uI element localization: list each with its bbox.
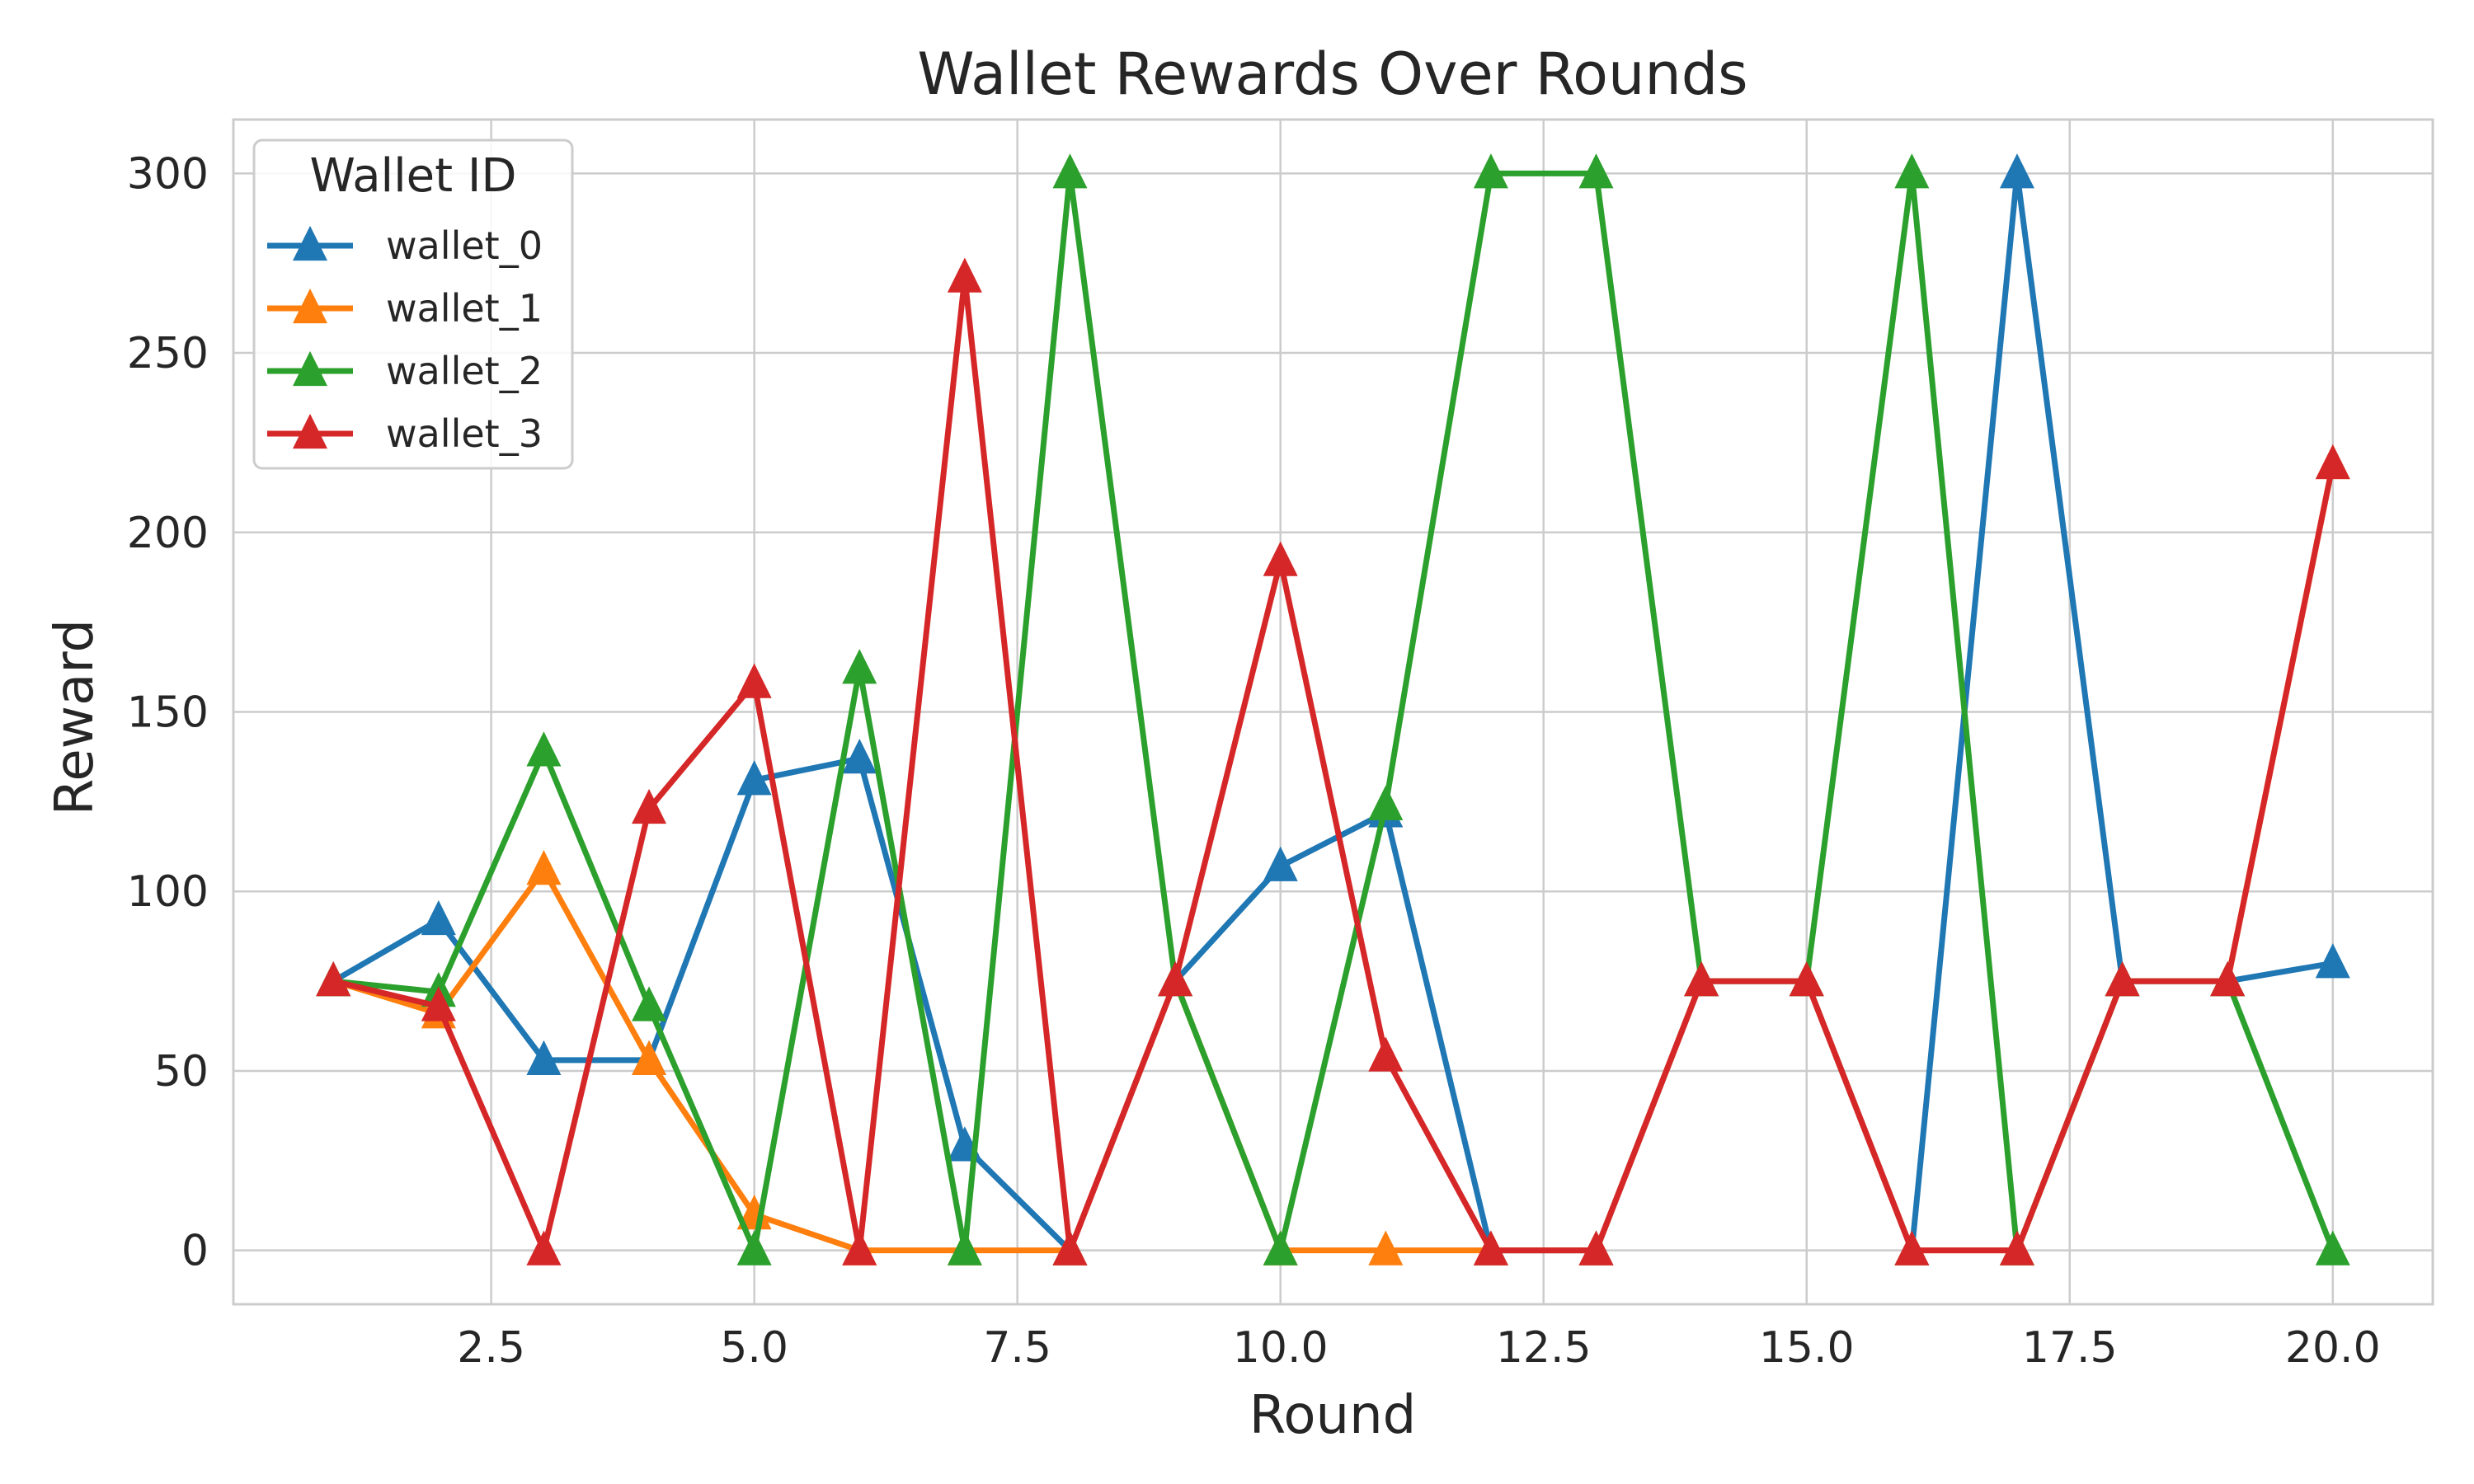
x-tick-label: 5.0 bbox=[720, 1323, 788, 1373]
y-tick-label: 300 bbox=[127, 149, 209, 199]
data-point bbox=[842, 738, 877, 774]
data-point bbox=[1894, 1230, 1930, 1266]
tick-labels: 2.5 5.0 7.5 10.0 12.5 15.0 17.5 20.0 0 50 100 150 20… bbox=[127, 149, 2381, 1373]
data-point bbox=[1263, 541, 1298, 576]
data-point bbox=[947, 257, 982, 293]
series-wallet_3 bbox=[316, 257, 2350, 1266]
data-point bbox=[1263, 846, 1298, 881]
legend-label: wallet_1 bbox=[386, 286, 543, 331]
data-point bbox=[1052, 153, 1088, 189]
y-tick-label: 0 bbox=[181, 1227, 209, 1276]
data-point bbox=[2315, 1230, 2350, 1266]
x-tick-label: 7.5 bbox=[983, 1323, 1051, 1373]
data-point bbox=[1999, 1230, 2034, 1266]
y-tick-label: 250 bbox=[127, 329, 209, 378]
data-point bbox=[1789, 960, 1824, 997]
data-point bbox=[1894, 153, 1930, 189]
legend-item: wallet_2 bbox=[267, 349, 543, 393]
data-point bbox=[736, 1194, 772, 1230]
y-tick-label: 50 bbox=[154, 1047, 209, 1097]
data-point bbox=[2210, 960, 2246, 997]
legend-marker bbox=[293, 413, 327, 449]
data-point bbox=[526, 849, 562, 885]
data-point bbox=[1473, 1230, 1508, 1266]
data-point bbox=[736, 663, 772, 698]
data-point bbox=[1578, 1230, 1614, 1266]
series-layer bbox=[316, 153, 2350, 1266]
data-point bbox=[421, 899, 456, 936]
data-point bbox=[842, 649, 877, 684]
x-axis-label: Round bbox=[1249, 1385, 1417, 1446]
data-point bbox=[526, 731, 562, 767]
y-tick-label: 200 bbox=[127, 509, 209, 558]
legend-marker bbox=[293, 225, 327, 261]
data-point bbox=[947, 1230, 982, 1266]
data-point bbox=[1368, 1036, 1404, 1072]
data-point bbox=[1999, 153, 2034, 189]
legend-marker bbox=[293, 350, 327, 387]
x-tick-label: 15.0 bbox=[1759, 1323, 1855, 1373]
data-point bbox=[632, 1040, 667, 1076]
data-point bbox=[2315, 444, 2350, 480]
chart-title: Wallet Rewards Over Rounds bbox=[917, 40, 1747, 108]
data-point bbox=[2105, 960, 2140, 997]
legend-box bbox=[252, 139, 574, 470]
data-point bbox=[526, 1230, 562, 1266]
legend-label: wallet_2 bbox=[386, 349, 543, 393]
legend-label: wallet_3 bbox=[386, 411, 543, 456]
data-point bbox=[736, 1230, 772, 1266]
data-point bbox=[1158, 960, 1193, 997]
data-point bbox=[736, 760, 772, 796]
grid bbox=[233, 120, 2433, 1304]
legend-item: wallet_0 bbox=[267, 223, 543, 268]
legend-title: Wallet ID bbox=[309, 149, 516, 203]
y-tick-label: 100 bbox=[127, 867, 209, 917]
legend-item: wallet_3 bbox=[267, 411, 543, 456]
series-line bbox=[330, 170, 2336, 1254]
x-tick-label: 12.5 bbox=[1496, 1323, 1592, 1373]
data-point bbox=[1368, 785, 1404, 820]
x-tick-label: 17.5 bbox=[2022, 1323, 2118, 1373]
y-tick-label: 150 bbox=[127, 688, 209, 738]
data-point bbox=[2315, 943, 2350, 979]
data-point bbox=[1578, 153, 1614, 189]
data-point bbox=[632, 986, 667, 1021]
legend-items: wallet_0 wallet_1 wallet_2 wallet_3 bbox=[267, 223, 543, 456]
data-point bbox=[1052, 1230, 1088, 1266]
data-point bbox=[632, 788, 667, 824]
plot-frame bbox=[232, 118, 2434, 1306]
data-point bbox=[526, 1040, 562, 1076]
data-point bbox=[1684, 960, 1719, 997]
data-point bbox=[316, 960, 351, 997]
legend-item: wallet_1 bbox=[267, 286, 543, 331]
x-tick-label: 20.0 bbox=[2285, 1323, 2381, 1373]
series-line bbox=[330, 170, 2336, 1254]
data-point bbox=[842, 1230, 877, 1266]
legend: Wallet ID wallet_0wallet_1wallet_2wallet… bbox=[252, 139, 574, 470]
data-point bbox=[421, 986, 456, 1021]
data-point bbox=[1368, 1230, 1404, 1266]
legend-label: wallet_0 bbox=[386, 223, 543, 268]
y-axis-label: Reward bbox=[45, 619, 106, 815]
x-tick-label: 2.5 bbox=[457, 1323, 525, 1373]
series-line bbox=[330, 275, 2336, 1254]
data-point bbox=[1473, 153, 1508, 189]
x-tick-label: 10.0 bbox=[1233, 1323, 1329, 1373]
data-point bbox=[1263, 1230, 1298, 1266]
legend-marker bbox=[293, 288, 327, 324]
